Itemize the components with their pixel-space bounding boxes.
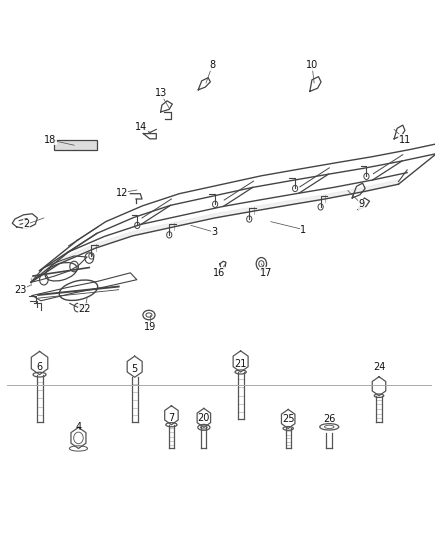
Text: 12: 12: [116, 188, 128, 198]
Text: 1: 1: [300, 224, 307, 235]
Text: 3: 3: [212, 227, 218, 237]
Text: 17: 17: [260, 268, 272, 278]
Text: 13: 13: [155, 88, 167, 99]
Text: 16: 16: [213, 268, 225, 278]
Text: 14: 14: [135, 122, 147, 132]
Text: 5: 5: [131, 365, 138, 374]
Text: 19: 19: [144, 322, 156, 332]
Text: 9: 9: [359, 199, 365, 209]
Text: 10: 10: [306, 60, 318, 70]
Text: 25: 25: [282, 415, 294, 424]
Text: 18: 18: [44, 135, 57, 145]
Text: 21: 21: [234, 359, 247, 369]
Text: 24: 24: [373, 362, 385, 372]
Text: 7: 7: [168, 413, 175, 423]
FancyBboxPatch shape: [54, 140, 97, 150]
Text: 22: 22: [79, 304, 91, 314]
Text: 20: 20: [198, 413, 210, 423]
Text: 2: 2: [24, 219, 30, 229]
Text: 6: 6: [36, 362, 42, 372]
Text: 8: 8: [209, 60, 215, 70]
Polygon shape: [31, 180, 399, 282]
Text: 26: 26: [323, 415, 336, 424]
Text: 23: 23: [14, 285, 26, 295]
Text: 11: 11: [399, 135, 411, 145]
Text: 4: 4: [75, 422, 81, 432]
